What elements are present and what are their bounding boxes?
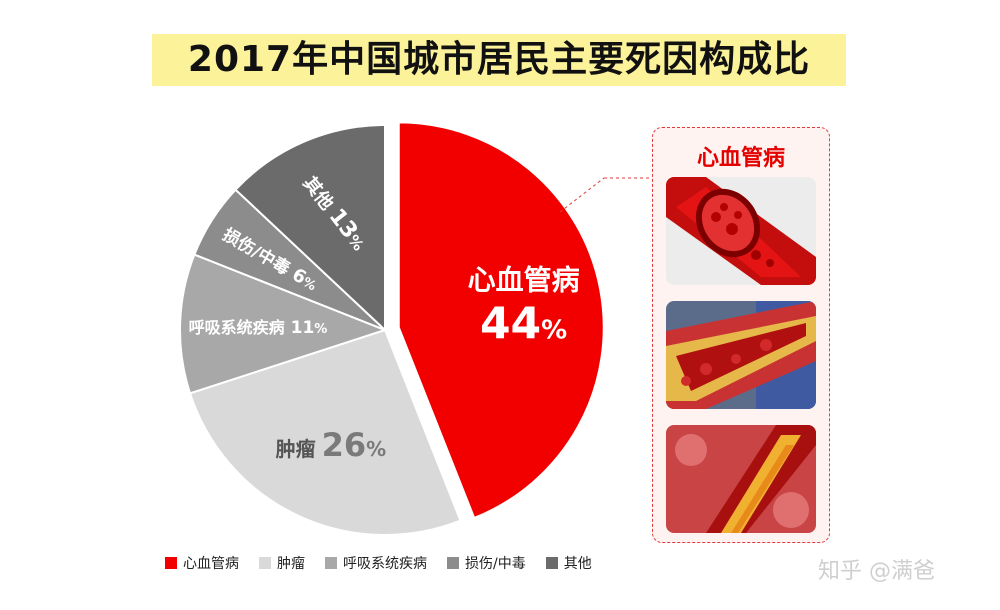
legend-label: 其他 — [563, 556, 592, 572]
pie-slice — [188, 328, 462, 536]
legend-swatch — [545, 557, 558, 569]
chart-title: 2017年中国城市居民主要死因构成比 — [187, 39, 811, 80]
legend-label: 损伤/中毒 — [465, 556, 526, 572]
slice-value: 26 — [321, 426, 367, 464]
pie-slice — [179, 253, 388, 395]
legend-swatch — [165, 557, 177, 569]
slice-name: 肿瘤 — [275, 437, 316, 461]
legend-swatch — [259, 557, 271, 569]
pie-slice — [397, 121, 605, 520]
slice-label: 肿瘤 26% — [276, 426, 387, 464]
slice-name: 呼吸系统疾病 — [188, 318, 285, 337]
legend-label: 心血管病 — [183, 556, 239, 572]
title-banner: 2017年中国城市居民主要死因构成比 — [152, 34, 846, 86]
legend: 心血管病 肿瘤 呼吸系统疾病 损伤/中毒 其他 — [165, 553, 612, 573]
legend-swatch — [447, 557, 459, 569]
legend-item: 心血管病 — [165, 553, 239, 573]
slice-percent-sign: % — [366, 437, 387, 461]
slice-percent-sign: % — [314, 322, 328, 337]
artery-image — [666, 177, 816, 285]
slice-percent-sign: % — [541, 315, 568, 346]
legend-label: 肿瘤 — [277, 556, 305, 572]
connector-line-1 — [559, 177, 605, 213]
legend-item: 损伤/中毒 — [447, 553, 526, 573]
legend-item: 呼吸系统疾病 — [325, 553, 427, 573]
slice-label: 呼吸系统疾病 11% — [189, 314, 328, 338]
plaque-image — [666, 301, 816, 409]
slice-label: 心血管病 44% — [468, 258, 580, 349]
pie-slice — [234, 123, 386, 333]
clogged-artery-image — [666, 425, 816, 533]
legend-swatch — [325, 557, 337, 569]
callout-title: 心血管病 — [696, 146, 785, 171]
slice-value: 44 — [479, 298, 542, 350]
watermark: 知乎 @满爸 — [818, 559, 935, 584]
slice-value: 11 — [290, 318, 315, 338]
legend-item: 其他 — [545, 553, 592, 573]
legend-label: 呼吸系统疾病 — [343, 556, 427, 572]
callout-panel: 心血管病 — [652, 127, 830, 543]
legend-item: 肿瘤 — [259, 553, 305, 573]
slice-name: 心血管病 — [467, 263, 580, 297]
